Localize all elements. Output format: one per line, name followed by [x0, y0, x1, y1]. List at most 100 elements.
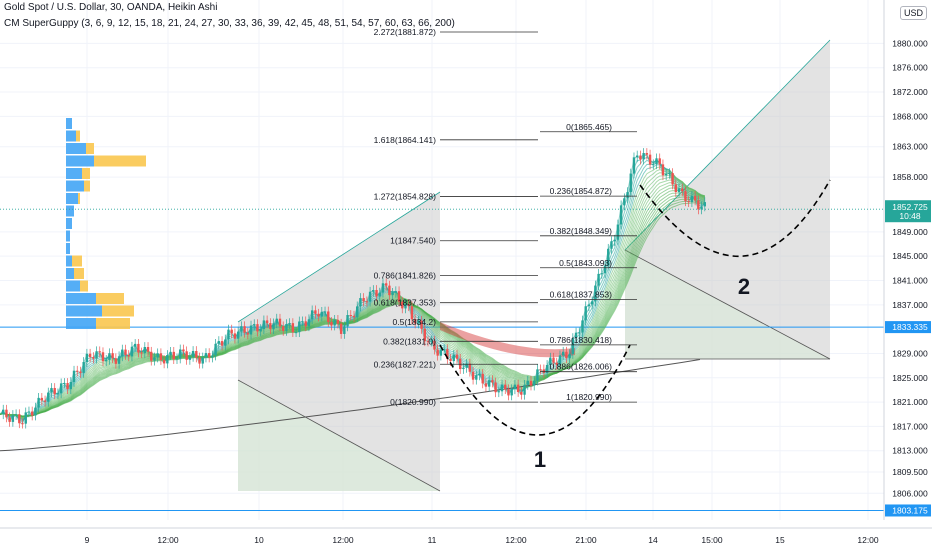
candle	[462, 367, 465, 370]
fib-label: 1(1847.540)	[390, 236, 436, 246]
candle	[677, 188, 681, 193]
candle	[594, 285, 597, 302]
candle	[523, 384, 526, 395]
candle	[610, 241, 613, 249]
hline-price-tag	[885, 321, 931, 334]
hline-price-label: 1833.335	[892, 322, 928, 332]
fib-label: 0.236(1854.872)	[550, 186, 613, 196]
y-tick-label: 1863.000	[892, 142, 928, 152]
hline-price-label: 1803.175	[892, 505, 928, 515]
candle	[626, 192, 629, 199]
candle	[88, 353, 92, 358]
candle	[391, 292, 394, 296]
candle	[227, 329, 230, 340]
volume-bar-buy	[66, 218, 72, 229]
candle	[310, 310, 314, 320]
candle	[590, 301, 594, 305]
candle	[275, 318, 278, 324]
fib-label: 0(1820.990)	[390, 397, 436, 407]
candle	[249, 325, 253, 335]
candle	[69, 382, 72, 390]
candle	[130, 346, 134, 357]
bar-countdown: 10:48	[899, 211, 921, 221]
candle	[697, 200, 700, 210]
candle	[8, 417, 11, 422]
volume-bar-buy	[66, 193, 78, 204]
y-tick-label: 1880.000	[892, 38, 928, 48]
candle	[603, 265, 607, 274]
candle	[520, 391, 523, 395]
candle	[655, 158, 658, 165]
candle	[687, 201, 690, 203]
volume-bar-sell	[76, 130, 80, 142]
candle	[346, 315, 349, 327]
candle	[53, 387, 56, 395]
candle	[487, 380, 491, 387]
candle	[191, 351, 195, 357]
candle	[217, 341, 221, 344]
candle	[56, 393, 60, 395]
candle	[597, 273, 600, 286]
candle	[378, 292, 381, 297]
candle	[664, 173, 668, 176]
candle	[333, 319, 336, 326]
candle	[491, 380, 494, 383]
candle	[584, 306, 587, 321]
candle	[269, 323, 272, 330]
candle	[648, 154, 652, 165]
candle	[114, 358, 118, 364]
candle	[43, 400, 47, 402]
candle	[339, 323, 343, 334]
candle	[37, 397, 40, 408]
y-tick-label: 1876.000	[892, 63, 928, 73]
candle	[365, 301, 369, 303]
candle	[179, 349, 182, 359]
candle	[475, 375, 478, 380]
candle	[117, 356, 121, 364]
candle	[327, 311, 330, 323]
candle	[224, 339, 227, 346]
candle	[240, 326, 243, 332]
candle	[465, 363, 468, 368]
cup-curve-2	[639, 179, 831, 258]
candle	[529, 380, 533, 386]
candle	[47, 392, 50, 402]
fib-label: 0.886(1826.006)	[550, 362, 613, 372]
fib-label: 1.618(1864.141)	[374, 135, 437, 145]
candle	[153, 357, 156, 361]
candle	[533, 380, 536, 386]
y-tick-label: 1829.000	[892, 348, 928, 358]
volume-bar-buy	[66, 168, 82, 179]
candle	[85, 353, 89, 362]
candle	[693, 195, 697, 201]
candle	[146, 346, 150, 352]
candle	[24, 412, 27, 424]
y-tick-label: 1809.500	[892, 467, 928, 477]
candle	[645, 153, 649, 155]
candle	[455, 354, 459, 359]
chart-title: Gold Spot / U.S. Dollar, 30, OANDA, Heik…	[4, 2, 218, 13]
candle	[256, 324, 259, 332]
candle	[320, 311, 324, 317]
indicator-legend[interactable]: CM SuperGuppy (3, 6, 9, 12, 15, 18, 21, …	[4, 18, 455, 29]
y-tick-label: 1872.000	[892, 87, 928, 97]
candle	[639, 155, 642, 160]
candle	[175, 358, 179, 360]
candle	[449, 359, 452, 362]
volume-bar-sell	[84, 180, 90, 192]
candle	[304, 321, 307, 327]
currency-badge[interactable]: USD	[900, 6, 928, 20]
candle	[381, 283, 385, 293]
candle	[417, 320, 420, 324]
y-tick-label: 1825.000	[892, 373, 928, 383]
candle	[105, 359, 108, 362]
fib-label: 1.272(1854.828)	[374, 191, 437, 201]
candle	[198, 357, 201, 364]
y-tick-label: 1821.000	[892, 397, 928, 407]
candle	[500, 384, 504, 392]
volume-bar-buy	[66, 155, 94, 167]
candle	[282, 326, 285, 331]
candle	[272, 323, 275, 330]
volume-bar-buy	[66, 243, 70, 254]
